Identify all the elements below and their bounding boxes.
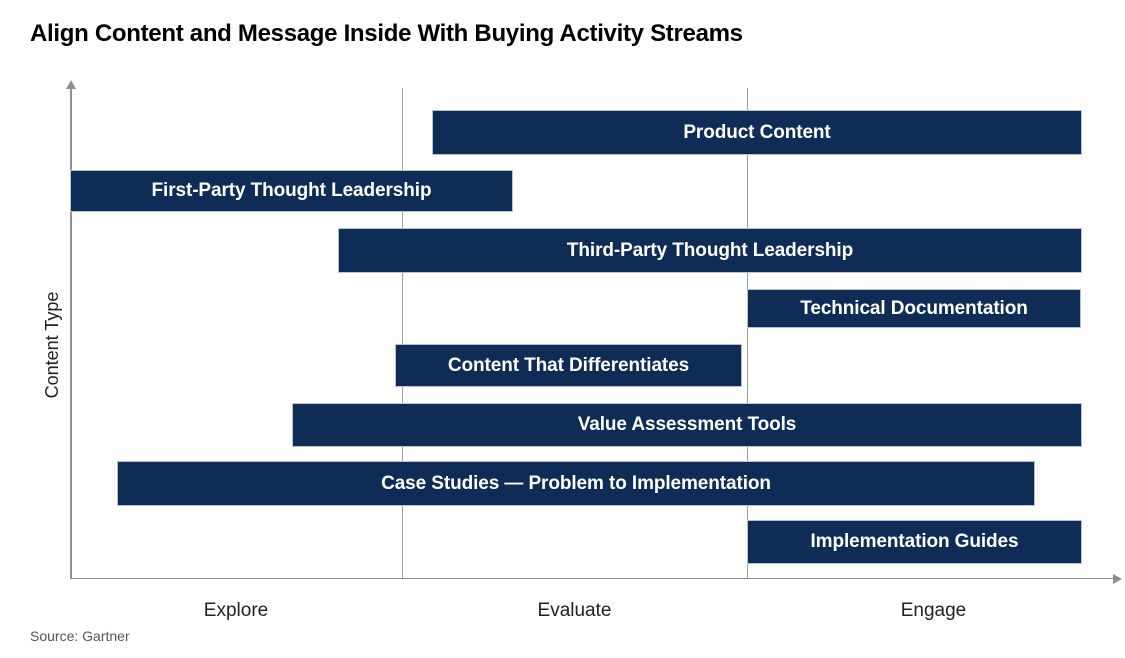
bar-label: Technical Documentation [800,297,1028,319]
bar-label: Product Content [683,121,831,143]
y-axis-line [70,88,72,579]
bar-label: Case Studies — Problem to Implementation [381,472,771,494]
bar-third-party-thought-leadership[interactable]: Third-Party Thought Leadership [338,228,1082,273]
y-axis-title: Content Type [42,291,62,399]
x-axis-arrow-icon [1113,573,1122,584]
bar-label: Value Assessment Tools [577,414,797,435]
bar-label: First-Party Thought Leadership [151,180,432,201]
x-axis-line [70,577,1120,579]
bar-value-assessment-tools[interactable]: Value Assessment Tools [292,403,1082,447]
gridline-evaluate-engage [746,88,748,578]
bar-implementation-guides[interactable]: Implementation Guides [747,520,1082,564]
bar-label: Implementation Guides [810,531,1019,552]
x-tick-label-evaluate: Evaluate [537,600,612,621]
chart-title: Align Content and Message Inside With Bu… [30,20,743,47]
x-tick-label-engage: Engage [900,600,967,621]
source-note: Source: Gartner [30,628,130,644]
bar-label: Third-Party Thought Leadership [566,239,854,261]
bar-content-that-differentiates[interactable]: Content That Differentiates [395,344,742,387]
gridline-explore-evaluate [401,88,403,578]
bar-case-studies-problem-to-implementation[interactable]: Case Studies — Problem to Implementation [117,461,1035,506]
bar-product-content[interactable]: Product Content [432,110,1082,155]
bar-technical-documentation[interactable]: Technical Documentation [747,289,1081,328]
x-tick-label-explore: Explore [203,600,269,621]
bar-label: Content That Differentiates [447,354,690,376]
bar-first-party-thought-leadership[interactable]: First-Party Thought Leadership [70,170,513,212]
y-axis-arrow-icon [65,80,76,89]
